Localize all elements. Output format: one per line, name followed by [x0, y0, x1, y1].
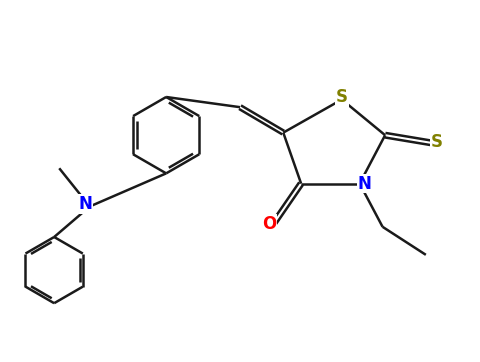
Text: S: S: [336, 88, 348, 106]
Text: S: S: [431, 133, 443, 151]
Text: N: N: [358, 174, 372, 193]
Text: O: O: [262, 215, 276, 233]
Text: N: N: [79, 195, 93, 213]
